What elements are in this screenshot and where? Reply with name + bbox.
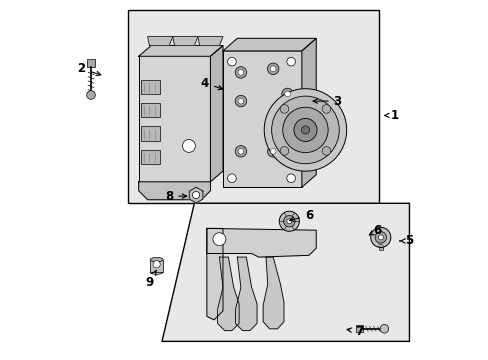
Circle shape — [270, 148, 276, 154]
Circle shape — [227, 174, 236, 183]
Circle shape — [153, 261, 160, 268]
Circle shape — [282, 107, 327, 153]
Text: 6: 6 — [289, 210, 312, 222]
Circle shape — [286, 57, 295, 66]
Polygon shape — [235, 257, 257, 330]
Bar — [140, 149, 160, 164]
Polygon shape — [189, 187, 203, 203]
Ellipse shape — [150, 257, 163, 262]
Circle shape — [238, 148, 244, 154]
Text: 4: 4 — [201, 77, 223, 90]
Circle shape — [267, 63, 278, 75]
Circle shape — [238, 69, 244, 75]
Circle shape — [286, 219, 291, 224]
Bar — [150, 260, 163, 272]
Circle shape — [322, 105, 330, 113]
Text: 6: 6 — [368, 224, 381, 237]
Polygon shape — [206, 228, 223, 320]
Circle shape — [379, 324, 388, 333]
Circle shape — [235, 95, 246, 107]
Text: 1: 1 — [384, 109, 398, 122]
Text: 7: 7 — [346, 325, 363, 338]
Circle shape — [301, 126, 309, 134]
Circle shape — [281, 88, 293, 100]
Circle shape — [182, 139, 195, 152]
Polygon shape — [263, 257, 284, 329]
Circle shape — [264, 89, 346, 171]
Circle shape — [279, 211, 299, 231]
Bar — [128, 10, 378, 203]
Text: 5: 5 — [399, 234, 413, 247]
Polygon shape — [139, 182, 210, 200]
Polygon shape — [198, 37, 223, 45]
Polygon shape — [147, 37, 172, 45]
Polygon shape — [162, 203, 408, 341]
Polygon shape — [301, 39, 316, 187]
Polygon shape — [172, 37, 198, 45]
Polygon shape — [217, 257, 239, 330]
Circle shape — [284, 91, 290, 97]
Circle shape — [286, 174, 295, 183]
Circle shape — [267, 145, 278, 157]
Circle shape — [378, 235, 383, 240]
Circle shape — [238, 98, 244, 104]
Bar — [140, 126, 160, 140]
Bar — [139, 56, 210, 182]
Text: 8: 8 — [165, 190, 186, 203]
Circle shape — [227, 57, 236, 66]
Circle shape — [322, 147, 330, 155]
Polygon shape — [210, 45, 223, 182]
Bar — [140, 103, 160, 117]
Circle shape — [280, 147, 288, 155]
Circle shape — [283, 216, 294, 227]
Polygon shape — [206, 228, 316, 257]
Polygon shape — [223, 39, 316, 51]
Circle shape — [235, 145, 246, 157]
Text: 9: 9 — [145, 270, 156, 289]
Bar — [140, 80, 160, 94]
Bar — [355, 325, 362, 332]
Circle shape — [212, 233, 225, 246]
Ellipse shape — [150, 270, 163, 274]
Circle shape — [192, 192, 199, 199]
Circle shape — [370, 227, 390, 247]
Circle shape — [293, 118, 316, 141]
Text: 2: 2 — [77, 62, 101, 76]
Circle shape — [235, 67, 246, 78]
Bar — [223, 51, 301, 187]
Circle shape — [86, 91, 95, 99]
Bar — [87, 59, 94, 67]
Polygon shape — [139, 45, 223, 56]
Circle shape — [280, 105, 288, 113]
Bar — [378, 239, 382, 250]
Circle shape — [271, 96, 339, 164]
Circle shape — [374, 231, 386, 243]
Text: 3: 3 — [312, 95, 341, 108]
Circle shape — [270, 66, 276, 72]
